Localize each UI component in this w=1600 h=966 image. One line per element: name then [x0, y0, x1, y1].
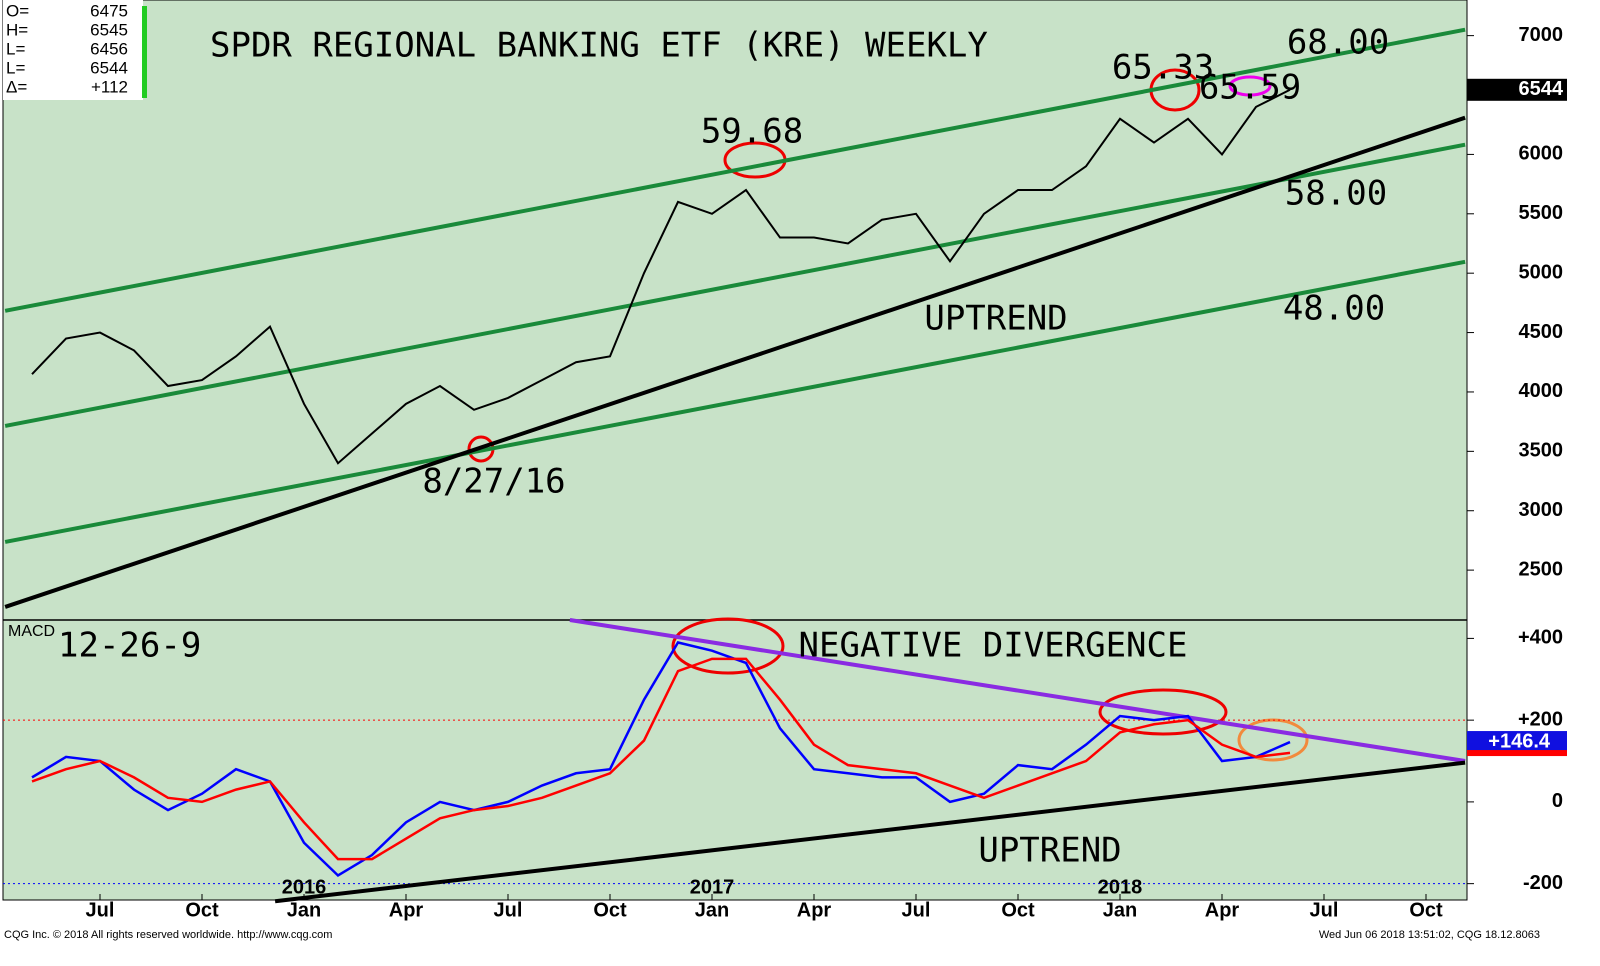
annotation: 8/27/16	[422, 462, 565, 502]
x-tick-label: Jul	[86, 899, 115, 921]
annotation: UPTREND	[978, 831, 1121, 871]
ohlc-value: 6544	[90, 58, 128, 77]
trendline	[4, 142, 1466, 428]
last-value-label: 6544	[1519, 78, 1564, 100]
y-tick-label: 4000	[1519, 380, 1564, 402]
x-tick-label: Jan	[695, 899, 729, 921]
ohlc-label: L=	[6, 58, 25, 77]
macd-params: 12-26-9	[58, 626, 201, 666]
x-tick-label: Jul	[902, 899, 931, 921]
data-line	[31, 657, 1291, 861]
x-tick-label: Apr	[797, 899, 832, 921]
macd-label: MACD	[8, 623, 55, 640]
ohlc-value: 6456	[90, 39, 128, 58]
annotation: 65.59	[1199, 68, 1301, 108]
ohlc-box	[3, 0, 143, 100]
highlight-circle	[1098, 688, 1228, 736]
year-label: 2018	[1098, 876, 1143, 898]
ohlc-label: Δ=	[6, 77, 27, 96]
x-tick-label: Oct	[1409, 899, 1443, 921]
x-tick-label: Apr	[389, 899, 424, 921]
data-line	[31, 88, 1291, 465]
y-tick-label: -200	[1523, 872, 1563, 894]
ohlc-label: H=	[6, 20, 28, 39]
year-label: 2017	[690, 876, 735, 898]
last-value-label: +146.4	[1488, 730, 1551, 752]
last-value-box	[1467, 750, 1567, 757]
trendline	[4, 27, 1466, 313]
y-tick-label: 7000	[1519, 24, 1564, 46]
y-tick-label: 5500	[1519, 202, 1564, 224]
x-tick-label: Oct	[185, 899, 219, 921]
y-tick-label: 2500	[1519, 558, 1564, 580]
ohlc-label: L=	[6, 39, 25, 58]
annotation: 58.00	[1285, 174, 1387, 214]
x-tick-label: Jan	[287, 899, 321, 921]
x-tick-label: Jul	[494, 899, 523, 921]
trendline	[274, 760, 1466, 904]
ohlc-value: 6475	[90, 1, 128, 20]
x-tick-label: Jan	[1103, 899, 1137, 921]
annotation: 59.68	[701, 112, 803, 152]
plot-border	[2, 0, 1468, 901]
y-tick-label: 0	[1552, 790, 1563, 812]
y-tick-label: 5000	[1519, 261, 1564, 283]
data-line	[31, 641, 1291, 878]
chart-title: SPDR REGIONAL BANKING ETF (KRE) WEEKLY	[210, 26, 988, 66]
annotation: 68.00	[1287, 23, 1389, 63]
last-value-box	[1467, 731, 1567, 754]
ohlc-bar	[142, 6, 147, 98]
x-tick-label: Jul	[1310, 899, 1339, 921]
trendline	[4, 259, 1466, 544]
ohlc-value: 6545	[90, 20, 128, 39]
y-tick-label: 3000	[1519, 499, 1564, 521]
x-tick-label: Oct	[593, 899, 627, 921]
plot-background	[3, 0, 1467, 900]
x-tick-label: Oct	[1001, 899, 1035, 921]
last-value-box	[1467, 78, 1567, 101]
trendline	[4, 115, 1466, 609]
trendline	[569, 618, 1466, 763]
annotation: UPTREND	[924, 299, 1067, 339]
ohlc-value: +112	[91, 77, 128, 96]
y-tick-label: +200	[1518, 708, 1563, 730]
y-tick-label: 3500	[1519, 440, 1564, 462]
highlight-circle	[1228, 75, 1272, 97]
ohlc-label: O=	[6, 1, 29, 20]
x-tick-label: Apr	[1205, 899, 1240, 921]
year-label: 2016	[282, 876, 327, 898]
y-tick-label: 6000	[1519, 143, 1564, 165]
footer-right: Wed Jun 06 2018 13:51:02, CQG 18.12.8063	[1319, 929, 1540, 941]
highlight-circle	[671, 617, 785, 675]
annotation: 65.33	[1112, 48, 1214, 88]
annotation: NEGATIVE DIVERGENCE	[799, 626, 1188, 666]
footer-left: CQG Inc. © 2018 All rights reserved worl…	[4, 929, 332, 941]
y-tick-label: 4500	[1519, 321, 1564, 343]
y-tick-label: +400	[1518, 627, 1563, 649]
annotation: 48.00	[1283, 289, 1385, 329]
